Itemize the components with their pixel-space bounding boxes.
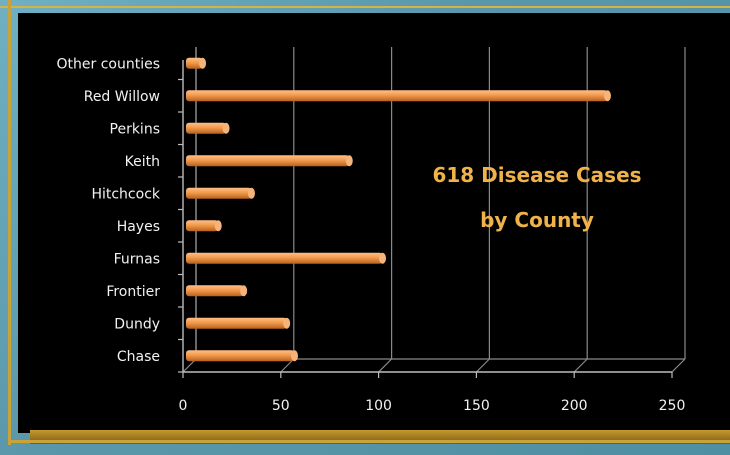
bar-end-cap xyxy=(283,317,291,329)
bar-furnas xyxy=(186,252,383,264)
bar-end-cap xyxy=(222,122,230,134)
bar-end-cap xyxy=(603,90,611,102)
floor-line xyxy=(475,358,490,373)
x-tick-label: 200 xyxy=(561,398,588,414)
bar-end-cap xyxy=(214,220,222,232)
category-label: Frontier xyxy=(106,284,160,300)
x-tick-label: 100 xyxy=(365,398,392,414)
bar-end-cap xyxy=(199,57,207,69)
bar-end-cap xyxy=(247,187,255,199)
bar-end-cap xyxy=(240,285,248,297)
bar-chase xyxy=(186,350,295,362)
category-label: Other counties xyxy=(57,56,161,72)
bar-frontier xyxy=(186,285,244,297)
category-label: Red Willow xyxy=(84,89,160,105)
annotation-line-2: by County xyxy=(480,208,594,232)
x-tick-label: 50 xyxy=(272,398,290,414)
category-label: Perkins xyxy=(110,121,160,137)
category-label: Furnas xyxy=(114,251,160,267)
category-label: Hayes xyxy=(117,219,160,235)
left-gold-rule xyxy=(8,0,11,445)
bar-other-counties xyxy=(186,57,203,69)
category-labels: Chase Dundy Frontier Furnas Hayes Hitchcock Ke… xyxy=(57,56,161,365)
bar-red-willow xyxy=(186,90,608,102)
bar-end-cap xyxy=(379,252,387,264)
bar-perkins xyxy=(186,122,227,134)
category-label: Dundy xyxy=(114,316,160,332)
x-tick-label: 0 xyxy=(179,398,188,414)
bar-hitchcock xyxy=(186,187,252,199)
bar-end-cap xyxy=(290,350,298,362)
chart-panel xyxy=(18,13,730,433)
floor-line xyxy=(378,358,393,373)
category-label: Hitchcock xyxy=(91,186,160,202)
category-label: Chase xyxy=(117,349,160,365)
top-gold-rule xyxy=(0,6,730,8)
floor-line xyxy=(573,358,588,373)
floor-line xyxy=(671,358,686,373)
bars xyxy=(186,57,611,362)
bottom-gold-rule xyxy=(8,440,730,443)
x-tick-labels: 0 50 100 150 200 250 xyxy=(179,398,686,414)
bar-dundy xyxy=(186,317,287,329)
bar-hayes xyxy=(186,220,219,232)
category-label: Keith xyxy=(125,154,160,170)
bar-end-cap xyxy=(345,155,353,167)
x-tick-label: 150 xyxy=(463,398,490,414)
bar-keith xyxy=(186,155,350,167)
annotation-line-1: 618 Disease Cases xyxy=(432,163,641,187)
x-tick-label: 250 xyxy=(659,398,686,414)
